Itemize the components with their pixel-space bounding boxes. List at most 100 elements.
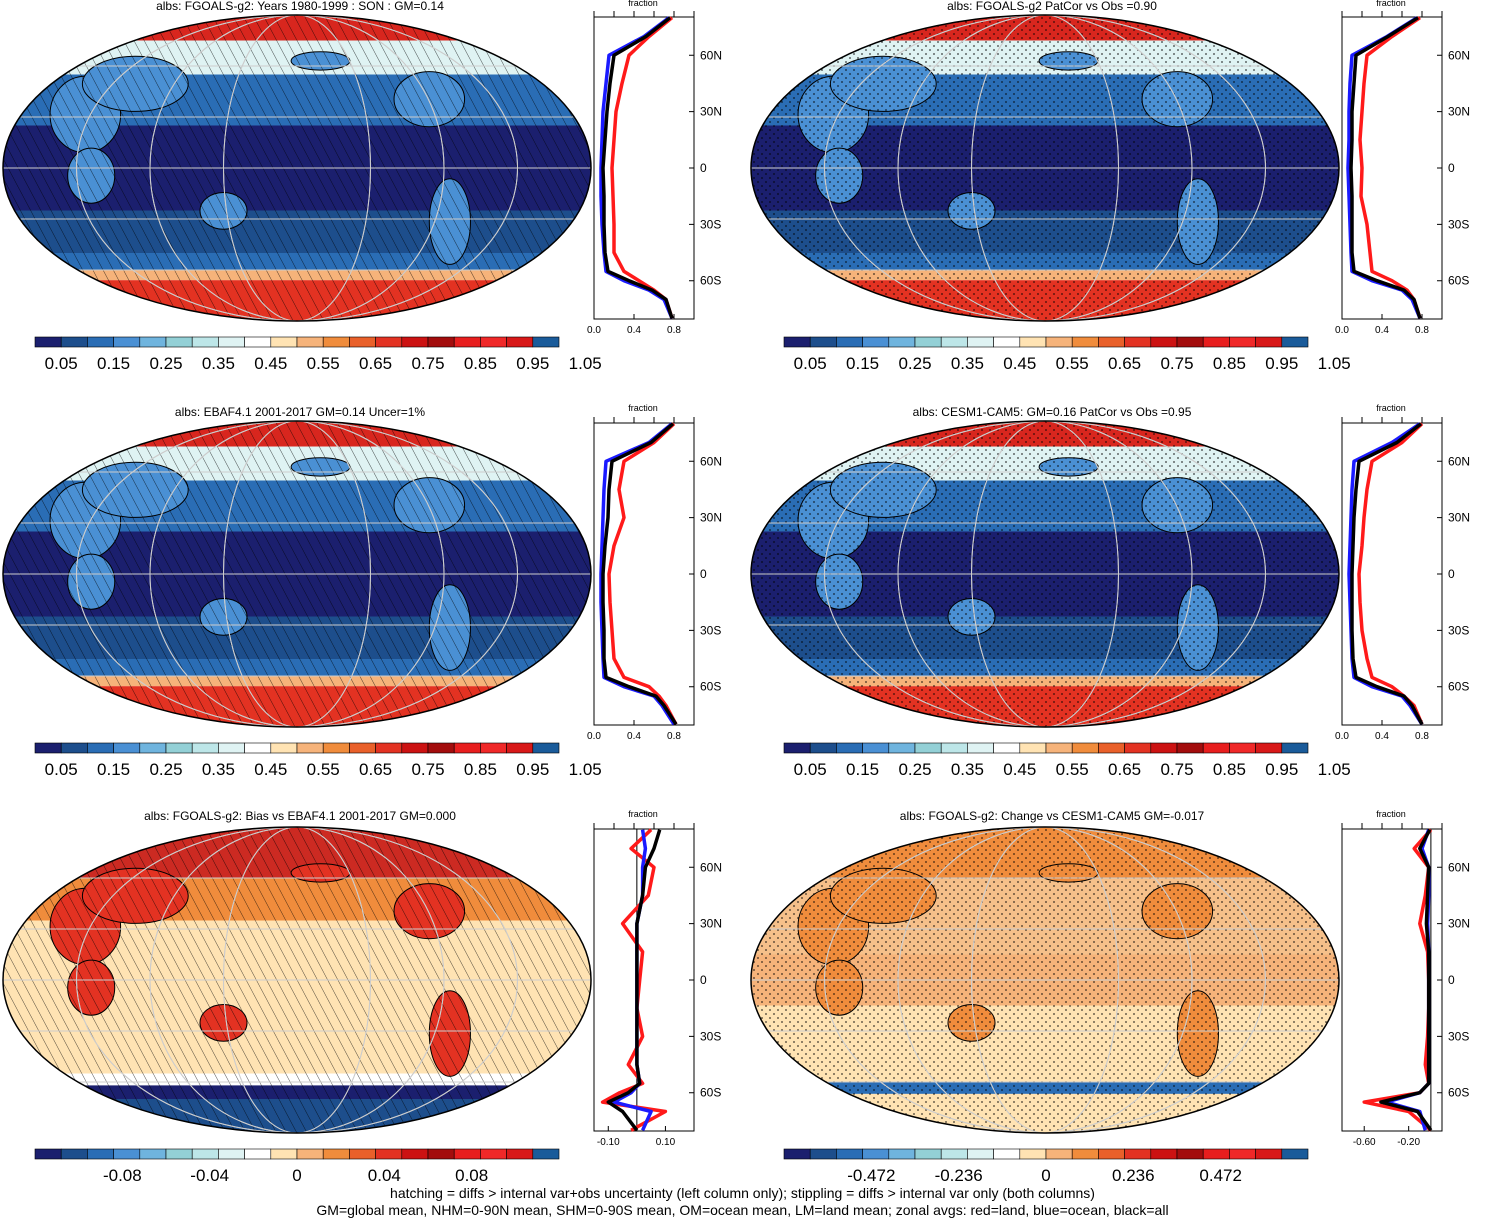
graticule-lon [223, 421, 371, 727]
colorbar-swatch [1045, 336, 1073, 348]
colorbar-swatch [940, 742, 968, 754]
colorbar-label: 0.95 [516, 760, 549, 779]
lat-tick-label: 30S [700, 1029, 721, 1043]
colorbar-swatch [862, 742, 890, 754]
colorbar-swatch [218, 1148, 245, 1160]
colorbar-label: 0.55 [1056, 760, 1089, 779]
zonal-series-all [601, 422, 678, 726]
colorbar-swatch [1255, 742, 1283, 754]
map-panel-3 [2, 420, 592, 728]
lat-tick-label: 0 [1448, 567, 1455, 581]
colorbar-swatch [165, 1148, 193, 1160]
colorbar-label: 0.75 [1160, 760, 1193, 779]
map-border [2, 826, 592, 1134]
map-field-2 [751, 15, 1339, 321]
colorbar-label: 0.15 [97, 354, 130, 373]
colorbar-label: 0.25 [898, 354, 931, 373]
colorbar-label: 0.05 [45, 760, 78, 779]
colorbar-swatch [532, 742, 560, 754]
lat-tick-label: 30S [1448, 217, 1469, 231]
colorbar-swatch [480, 742, 507, 754]
colorbar-swatch [1098, 336, 1125, 348]
colorbar-label: 0.45 [254, 354, 287, 373]
colorbar-label: 0.85 [1213, 760, 1246, 779]
lat-tick-label: 30S [1448, 1029, 1469, 1043]
colorbar-swatch [783, 1148, 811, 1160]
colorbar-swatch [532, 1148, 560, 1160]
colorbar-swatch [139, 742, 167, 754]
colorbar-swatch [1071, 336, 1099, 348]
colorbar-label: 0.45 [254, 760, 287, 779]
zonal-tick-label: 0.10 [656, 1137, 676, 1148]
colorbar-label: -0.236 [935, 1166, 983, 1185]
colorbar-label: 1.05 [569, 354, 602, 373]
zonal-series-all [1350, 422, 1424, 726]
colorbar-swatch [809, 1148, 837, 1160]
zonal-series-all [606, 829, 662, 1132]
map-field-6 [751, 827, 1339, 1133]
colorbar-swatch [113, 1148, 141, 1160]
colorbar-swatch [532, 336, 560, 348]
colorbar-swatch [401, 1148, 429, 1160]
map-field-5 [3, 827, 591, 1133]
fraction-label-2: fraction [1376, 0, 1406, 8]
colorbar-label: 0.236 [1112, 1166, 1155, 1185]
colorbar-3: 0.05 0.15 0.25 0.35 0.45 0.55 0.65 0.75 0.85 0.95… [34, 742, 602, 779]
lat-tick-label: 30S [1448, 623, 1469, 637]
colorbar-label: 0.25 [149, 354, 182, 373]
footer-note-line1: hatching = diffs > internal var+obs unce… [390, 1185, 1095, 1201]
colorbar-swatch [1045, 1148, 1073, 1160]
colorbar-5: -0.08 -0.04 0 0.04 0.08 [34, 1148, 560, 1185]
zonal-plot-2: 0.0 0.4 0.8 60N 30N 0 30S 60S [1335, 11, 1470, 336]
colorbar-swatch [427, 1148, 455, 1160]
colorbar-swatch [322, 336, 350, 348]
colorbar-swatch [349, 1148, 376, 1160]
colorbar-swatch [191, 336, 219, 348]
map-panel-5 [2, 826, 592, 1134]
colorbar-swatch [1071, 1148, 1099, 1160]
graticule-lon [149, 421, 445, 727]
zonal-frame [1341, 16, 1443, 320]
fraction-label-6: fraction [1376, 809, 1406, 819]
colorbar-swatch [836, 336, 863, 348]
colorbar-swatch [1150, 1148, 1178, 1160]
colorbar-label: 0.45 [1003, 354, 1036, 373]
graticule-lon [971, 421, 1119, 727]
colorbar-label: 0.75 [411, 354, 444, 373]
zonal-series-all [601, 16, 674, 319]
colorbar-label: 0.25 [149, 760, 182, 779]
map-border [2, 14, 592, 322]
colorbar-4: 0.05 0.15 0.25 0.35 0.45 0.55 0.65 0.75 0.85 0.95… [783, 742, 1351, 779]
colorbar-1: 0.05 0.15 0.25 0.35 0.45 0.55 0.65 0.75 0.85 0.95… [34, 336, 602, 373]
colorbar-swatch [139, 1148, 167, 1160]
colorbar-swatch [427, 336, 455, 348]
colorbar-swatch [993, 336, 1021, 348]
colorbar-swatch [1124, 336, 1152, 348]
colorbar-swatch [809, 742, 837, 754]
lat-tick-label: 30N [1448, 105, 1470, 119]
colorbar-swatch [165, 336, 193, 348]
colorbar-label: 0.05 [794, 354, 827, 373]
colorbar-label: 0.04 [368, 1166, 401, 1185]
graticule-lon [149, 827, 445, 1133]
colorbar-6: -0.472 -0.236 0 0.236 0.472 [783, 1148, 1309, 1185]
colorbar-swatch [940, 336, 968, 348]
graticule-lon [223, 827, 371, 1133]
zonal-plot-1: 0.0 0.4 0.8 60N 30N 0 30S 60S [587, 11, 722, 336]
colorbar-swatch [296, 1148, 324, 1160]
lat-tick-label: 60N [1448, 48, 1470, 62]
colorbar-swatch [270, 1148, 298, 1160]
graticule-lon [824, 421, 1266, 727]
colorbar-swatch [1202, 742, 1230, 754]
colorbar-label: 0.472 [1199, 1166, 1242, 1185]
colorbar-swatch [506, 742, 534, 754]
zonal-tick-label: -0.60 [1353, 1137, 1376, 1148]
colorbar-swatch [480, 336, 507, 348]
graticule-lon [223, 15, 371, 321]
colorbar-swatch [1176, 336, 1204, 348]
colorbar-swatch [914, 1148, 942, 1160]
lat-tick-label: 0 [1448, 161, 1455, 175]
graticule-lon [897, 421, 1193, 727]
colorbar-swatch [967, 742, 994, 754]
colorbar-swatch [322, 1148, 350, 1160]
